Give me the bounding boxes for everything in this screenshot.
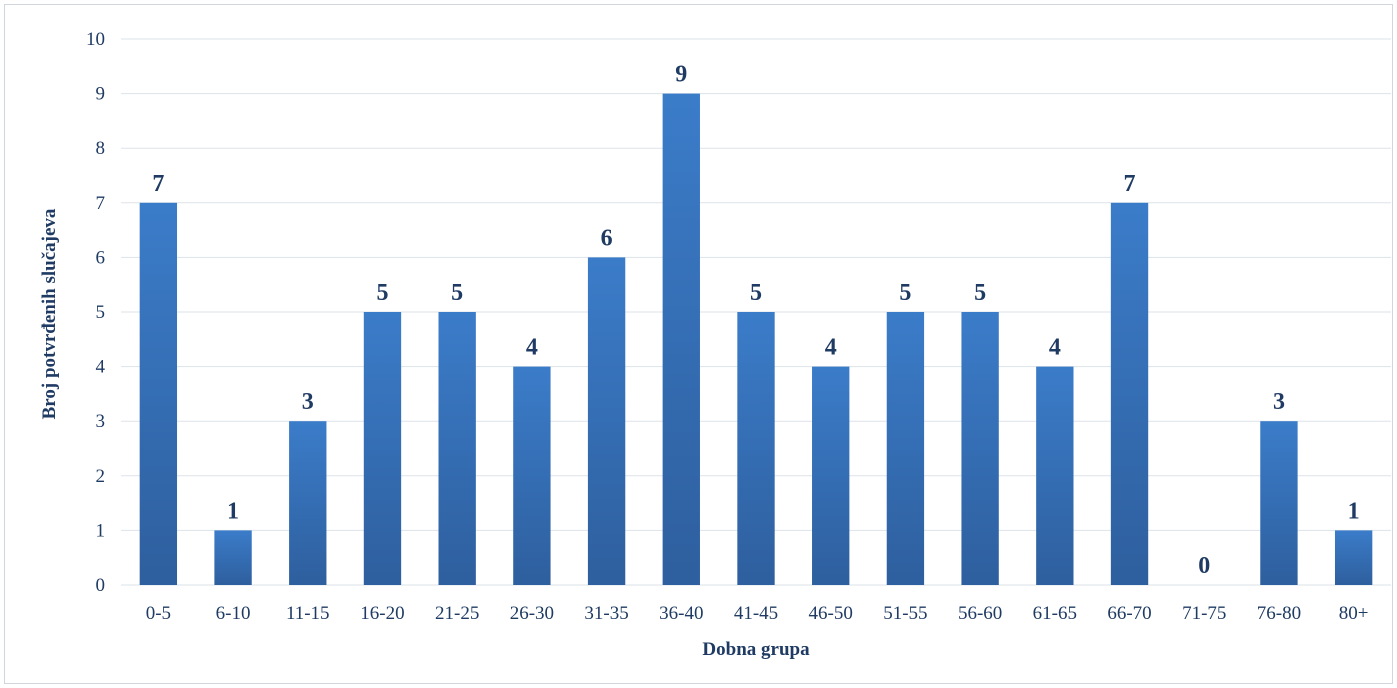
bar [438, 312, 476, 585]
bar [1036, 366, 1074, 585]
data-label: 4 [526, 335, 538, 361]
y-tick-label: 4 [96, 357, 106, 378]
data-label: 5 [451, 280, 463, 306]
x-tick-label: 76-80 [1257, 603, 1301, 624]
y-tick-label: 5 [96, 302, 106, 323]
x-tick-label: 0-5 [146, 603, 171, 624]
bar [1334, 530, 1373, 585]
x-tick-label: 71-75 [1182, 603, 1226, 624]
data-label: 5 [750, 280, 762, 306]
data-label: 4 [1049, 335, 1061, 361]
data-label: 1 [1348, 498, 1360, 524]
y-axis-title: Broj potvrđenih slučajeva [39, 208, 60, 419]
y-tick-label: 3 [96, 411, 106, 432]
bar [139, 202, 178, 586]
x-tick-label: 80+ [1339, 603, 1369, 624]
bar [961, 312, 999, 585]
y-tick-label: 8 [96, 138, 106, 159]
bar [812, 366, 850, 585]
data-labels: 7 1 3 5 5 4 6 9 5 4 5 5 4 7 0 3 1 [152, 62, 1359, 579]
x-tick-label: 16-20 [360, 603, 404, 624]
data-label: 5 [899, 280, 911, 306]
data-label: 4 [825, 335, 837, 361]
y-tick-label: 0 [96, 575, 106, 596]
data-label: 5 [376, 280, 388, 306]
data-label: 3 [302, 389, 314, 415]
bars [139, 93, 1373, 586]
data-label: 1 [227, 498, 239, 524]
x-tick-label: 36-40 [659, 603, 703, 624]
x-tick-label: 6-10 [216, 603, 251, 624]
x-axis-ticks: 0-5 6-10 11-15 16-20 21-25 26-30 31-35 36-40 41-… [146, 603, 1369, 624]
chart-frame: 0 1 2 3 4 5 6 7 8 9 10 7 1 3 5 5 4 6 9 5 4 5 5 4 7 0 3 1 0-5 6-10 11… [4, 4, 1393, 684]
data-label: 6 [601, 225, 613, 251]
data-label: 9 [675, 62, 687, 88]
bar [1260, 421, 1298, 585]
data-label: 3 [1273, 389, 1285, 415]
bar [662, 93, 700, 585]
y-tick-label: 7 [96, 193, 106, 214]
x-tick-label: 51-55 [883, 603, 927, 624]
x-tick-label: 41-45 [734, 603, 778, 624]
x-tick-label: 26-30 [510, 603, 554, 624]
y-tick-label: 10 [86, 29, 105, 50]
data-label: 5 [974, 280, 986, 306]
data-label: 7 [1124, 171, 1136, 197]
x-tick-label: 61-65 [1033, 603, 1077, 624]
bar [363, 312, 402, 585]
bar [587, 257, 626, 585]
bar [513, 366, 551, 585]
x-tick-label: 21-25 [435, 603, 479, 624]
bar [737, 312, 775, 585]
y-tick-label: 9 [96, 84, 106, 105]
y-tick-label: 6 [96, 247, 106, 268]
bar [886, 312, 925, 585]
x-tick-label: 46-50 [809, 603, 853, 624]
x-tick-label: 66-70 [1107, 603, 1151, 624]
bar [214, 530, 252, 585]
bar [1110, 202, 1149, 586]
bar [289, 421, 327, 585]
x-axis-title: Dobna grupa [702, 639, 810, 660]
x-tick-label: 11-15 [286, 603, 330, 624]
data-label: 7 [152, 171, 164, 197]
y-axis-ticks: 0 1 2 3 4 5 6 7 8 9 10 [86, 29, 106, 596]
x-tick-label: 56-60 [958, 603, 1002, 624]
bar-chart: 0 1 2 3 4 5 6 7 8 9 10 7 1 3 5 5 4 6 9 5 4 5 5 4 7 0 3 1 0-5 6-10 11… [39, 29, 1391, 660]
y-tick-label: 1 [96, 520, 106, 541]
data-label: 0 [1198, 553, 1210, 579]
x-tick-label: 31-35 [584, 603, 628, 624]
y-tick-label: 2 [96, 466, 106, 487]
